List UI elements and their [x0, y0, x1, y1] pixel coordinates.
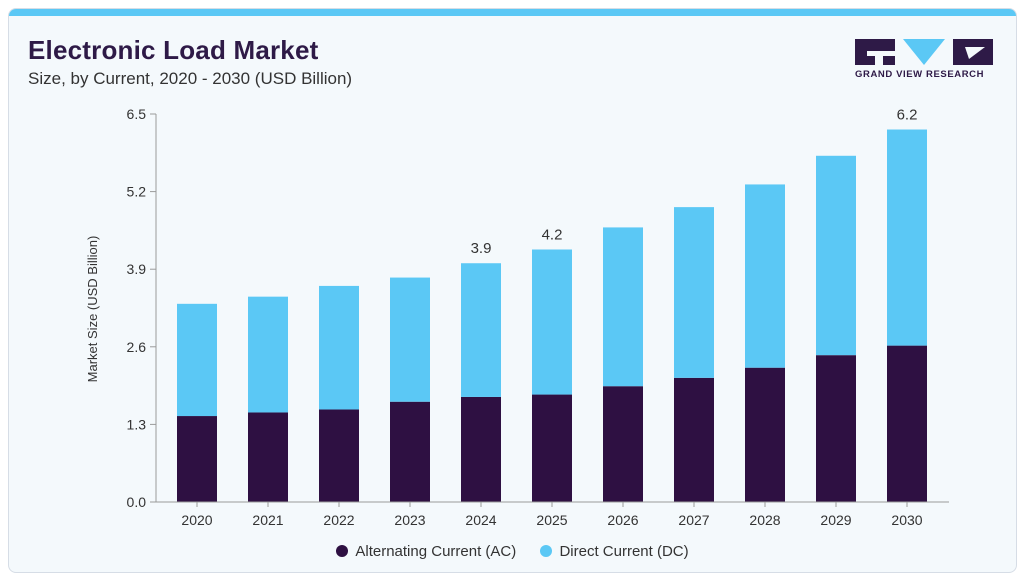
data-label-2030: 6.2: [897, 107, 918, 124]
brand-name: GRAND VIEW RESEARCH: [855, 69, 985, 80]
y-axis-label: Market Size (USD Billion): [85, 236, 100, 383]
bar-dc-2030: [887, 129, 927, 346]
legend-swatch-dc: [540, 545, 553, 557]
bar-dc-2026: [603, 227, 643, 387]
legend-label-ac: Alternating Current (AC): [355, 543, 517, 560]
y-tick-label: 2.6: [127, 339, 147, 355]
bar-ac-2022: [319, 409, 359, 502]
bar-dc-2025: [532, 249, 572, 395]
x-tick-label-2026: 2026: [607, 512, 638, 528]
legend-swatch-ac: [336, 545, 349, 557]
x-tick-label-2030: 2030: [891, 512, 922, 528]
stacked-bar-chart: 0.0 1.3 2.6 3.9 5.2 6.5 Market Size (USD Billi…: [85, 106, 949, 528]
bar-ac-2024: [461, 396, 501, 502]
chart-subtitle: Size, by Current, 2020 - 2030 (USD Billi…: [28, 69, 353, 88]
x-tick-label-2023: 2023: [394, 512, 425, 528]
bar-ac-2029: [816, 355, 856, 502]
bar-ac-2025: [532, 394, 572, 502]
legend: Alternating Current (AC) Direct Current …: [9, 543, 1016, 560]
y-tick-label: 1.3: [127, 416, 147, 432]
bar-ac-2028: [745, 367, 785, 502]
data-label-2025: 4.2: [542, 227, 563, 244]
legend-label-dc: Direct Current (DC): [559, 543, 689, 560]
x-tick-label-2024: 2024: [465, 512, 496, 528]
bar-dc-2023: [390, 277, 430, 402]
bar-dc-2028: [745, 184, 785, 368]
y-tick-label: 5.2: [127, 184, 147, 200]
y-tick-label: 6.5: [127, 106, 147, 122]
bar-ac-2027: [674, 377, 714, 502]
bar-dc-2027: [674, 207, 714, 378]
data-label-2024: 3.9: [471, 240, 492, 257]
legend-item-dc: Direct Current (DC): [540, 543, 689, 560]
y-tick-label: 0.0: [127, 494, 147, 510]
bar-dc-2022: [319, 285, 359, 410]
y-tick-label: 3.9: [127, 261, 147, 277]
chart-card: Electronic Load Market Size, by Current,…: [8, 8, 1017, 573]
bar-ac-2020: [177, 416, 217, 502]
bar-dc-2029: [816, 155, 856, 356]
grand-view-research-logo-icon: [855, 39, 993, 65]
bar-dc-2024: [461, 263, 501, 397]
x-tick-label-2021: 2021: [252, 512, 283, 528]
chart-title: Electronic Load Market: [28, 35, 319, 65]
x-tick-label-2022: 2022: [323, 512, 354, 528]
bar-ac-2026: [603, 386, 643, 502]
x-tick-label-2028: 2028: [749, 512, 780, 528]
bar-ac-2021: [248, 412, 288, 502]
x-tick-label-2025: 2025: [536, 512, 567, 528]
bar-ac-2023: [390, 401, 430, 502]
x-tick-label-2027: 2027: [678, 512, 709, 528]
accent-bar: [9, 9, 1016, 16]
x-tick-label-2029: 2029: [820, 512, 851, 528]
legend-item-ac: Alternating Current (AC): [336, 543, 516, 560]
bar-dc-2021: [248, 296, 288, 413]
x-tick-label-2020: 2020: [181, 512, 212, 528]
bar-dc-2020: [177, 303, 217, 417]
bar-ac-2030: [887, 345, 927, 502]
